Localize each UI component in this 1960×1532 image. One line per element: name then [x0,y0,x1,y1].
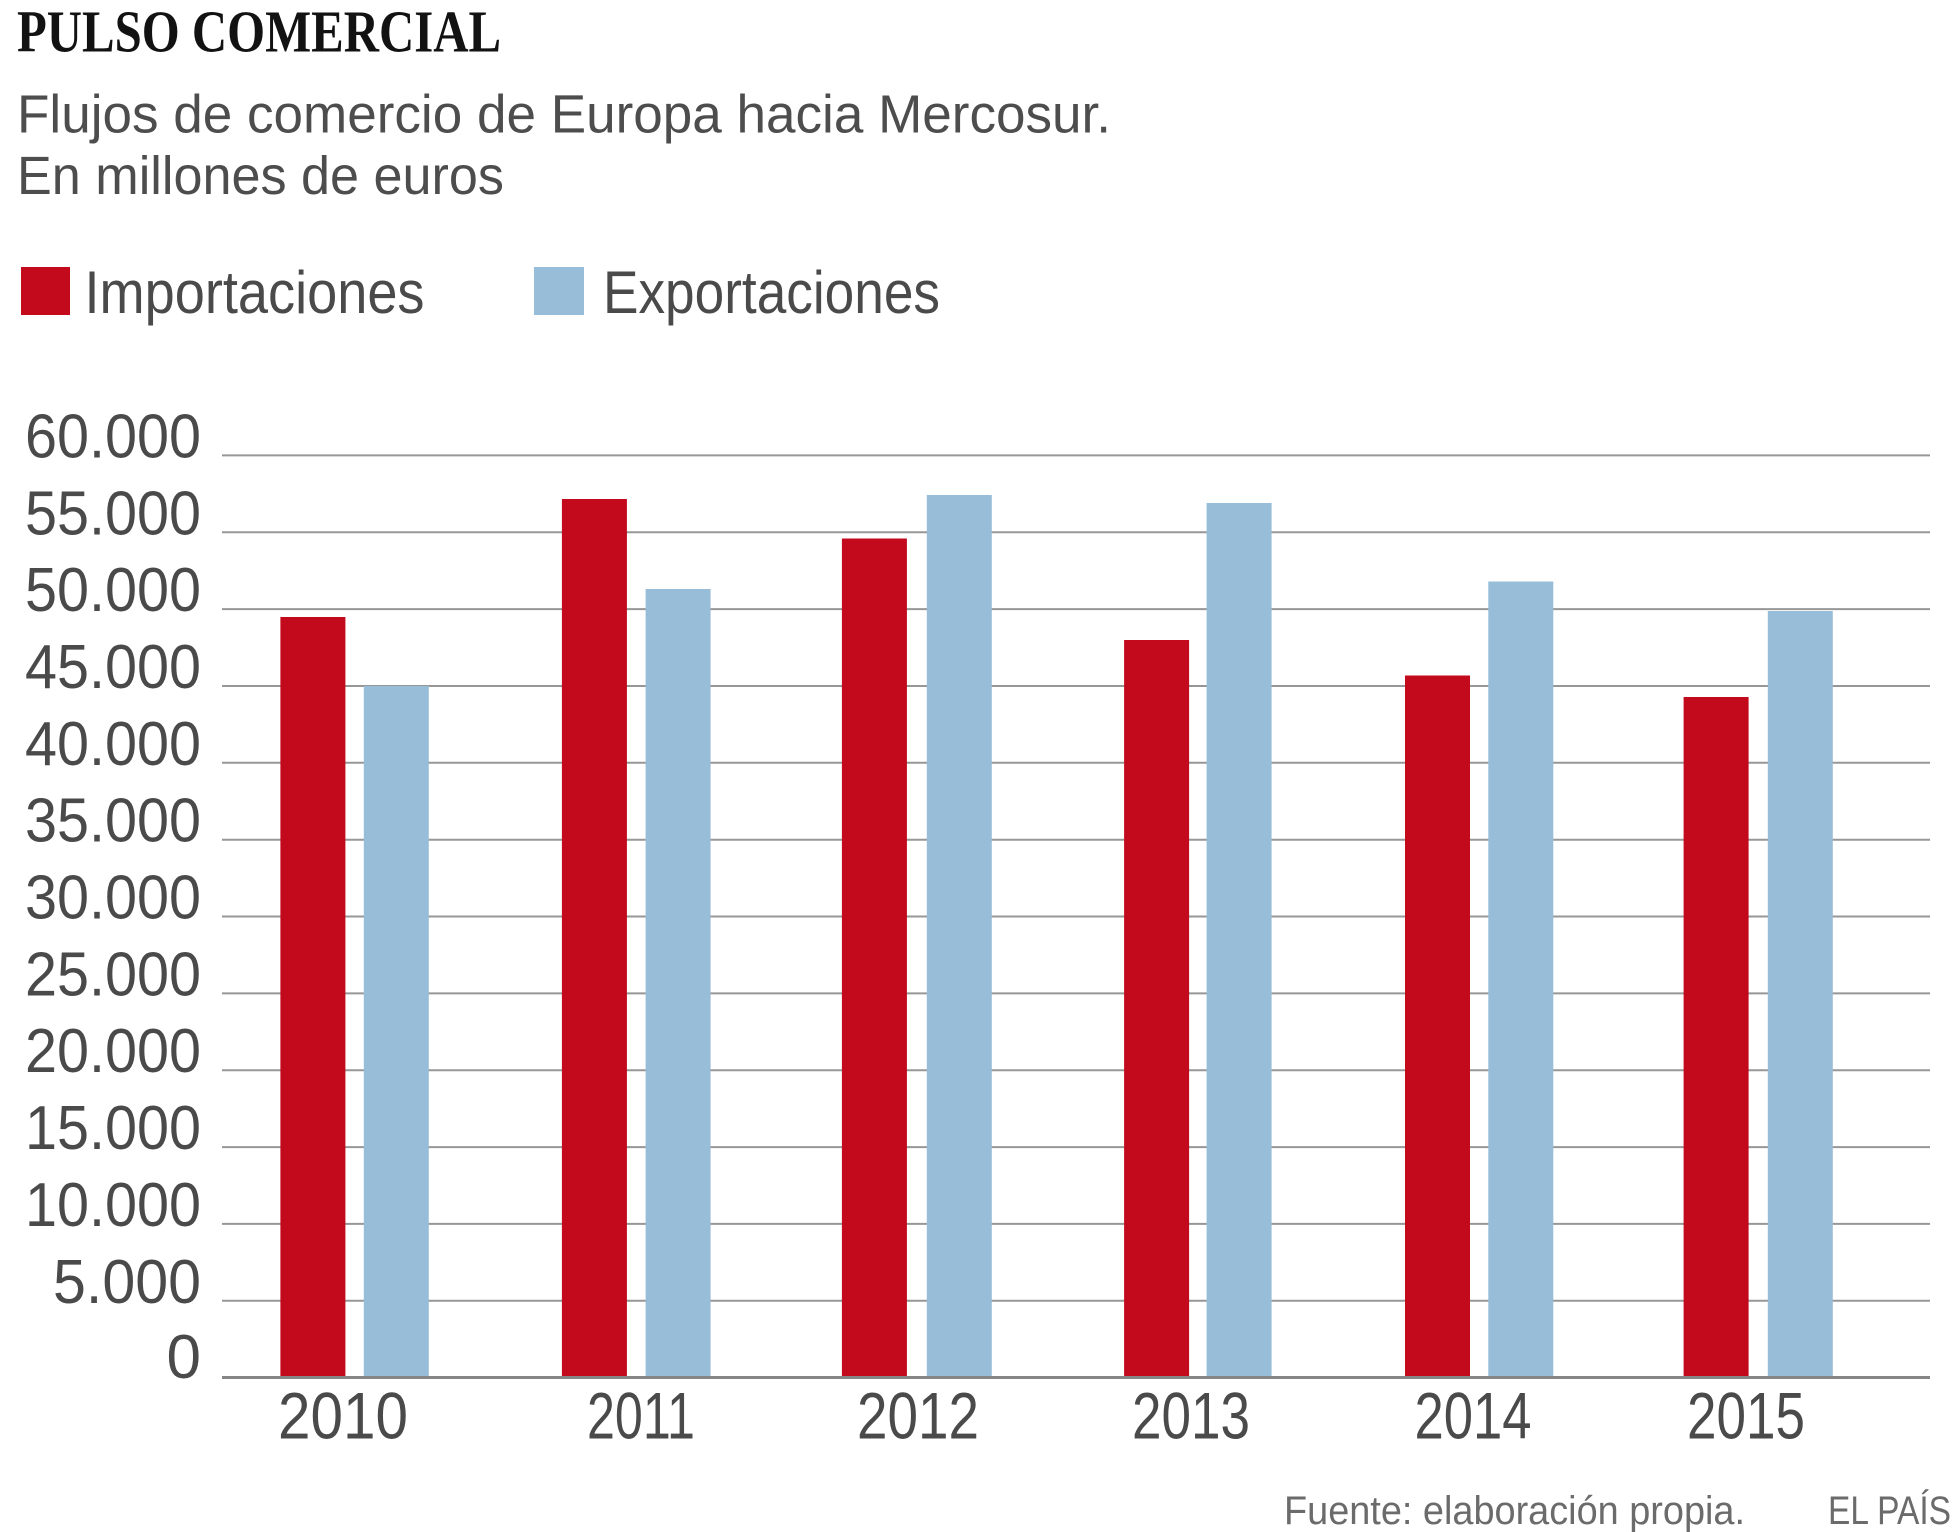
svg-text:40.000: 40.000 [25,710,201,779]
svg-text:2012: 2012 [857,1378,979,1452]
svg-text:10.000: 10.000 [25,1171,201,1240]
svg-text:45.000: 45.000 [25,633,201,702]
svg-text:2015: 2015 [1687,1378,1805,1452]
svg-text:Flujos de comercio de Europa h: Flujos de comercio de Europa hacia Merco… [17,86,1111,145]
svg-text:20.000: 20.000 [25,1017,201,1086]
svg-text:55.000: 55.000 [25,479,201,548]
svg-text:2011: 2011 [587,1378,695,1452]
svg-text:Importaciones: Importaciones [85,259,425,326]
svg-text:PULSO COMERCIAL: PULSO COMERCIAL [17,0,501,65]
svg-text:5.000: 5.000 [53,1248,201,1317]
svg-text:15.000: 15.000 [25,1094,201,1163]
svg-text:60.000: 60.000 [25,402,201,471]
svg-text:2010: 2010 [278,1378,408,1452]
svg-text:Exportaciones: Exportaciones [603,259,940,326]
svg-text:2013: 2013 [1132,1378,1250,1452]
svg-text:50.000: 50.000 [25,556,201,625]
svg-text:30.000: 30.000 [25,864,201,933]
svg-text:Fuente: elaboración propia.: Fuente: elaboración propia. [1284,1489,1745,1532]
svg-text:25.000: 25.000 [25,940,201,1009]
svg-text:En millones de euros: En millones de euros [17,147,504,206]
svg-text:0: 0 [167,1323,201,1392]
svg-text:2014: 2014 [1415,1378,1532,1452]
svg-text:35.000: 35.000 [25,787,201,856]
svg-text:EL PAÍS: EL PAÍS [1828,1489,1951,1532]
